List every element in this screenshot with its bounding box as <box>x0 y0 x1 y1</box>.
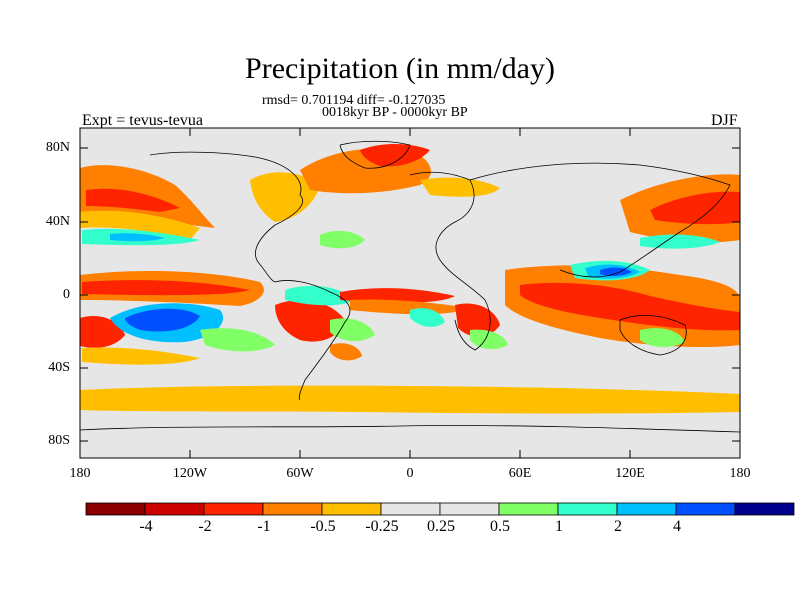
colorbar-label-2: -2 <box>198 518 212 535</box>
colorbar-label-6: 0.25 <box>427 518 455 535</box>
south-pacific-anomaly-red <box>80 315 125 348</box>
x-tick-label-120e: 120E <box>615 466 645 481</box>
colorbar-label-10: 4 <box>673 518 681 535</box>
map-plot-area <box>79 127 741 459</box>
atlantic-green <box>320 230 365 249</box>
x-tick-label-180w: 180 <box>69 466 91 481</box>
south-america-red <box>275 300 345 342</box>
north-america-coast <box>149 151 303 283</box>
north-america-anomaly <box>250 172 320 222</box>
tropical-atlantic-orange <box>350 299 470 315</box>
africa-green <box>470 329 508 350</box>
colorbar-swatch <box>203 502 264 516</box>
season-label: DJF <box>711 112 738 129</box>
colorbar-swatch <box>262 502 323 516</box>
colorbar-label-3: -1 <box>257 518 271 535</box>
south-pacific-blue-core <box>125 308 200 332</box>
y-tick-label-40n: 40N <box>45 214 70 229</box>
colorbar-swatch <box>498 502 559 516</box>
south-pacific-green <box>200 328 275 352</box>
y-tick-label-40s: 40S <box>48 360 70 375</box>
colorbar-swatch <box>557 502 618 516</box>
x-tick-label-180e: 180 <box>729 466 751 481</box>
period-text: 0018kyr BP - 0000kyr BP <box>322 105 468 120</box>
coastlines <box>79 140 741 433</box>
greenland-coast <box>339 140 411 169</box>
colorbar-swatch <box>85 502 146 516</box>
colorbar <box>85 502 795 516</box>
colorbar-label-4: -0.5 <box>310 518 336 535</box>
y-tick-label-80n: 80N <box>45 140 70 155</box>
colorbar-label-1: -4 <box>139 518 153 535</box>
maritime-continent-red <box>520 282 740 331</box>
australia-coast <box>619 315 687 356</box>
y-tick-label-80s: 80S <box>48 433 70 448</box>
colorbar-swatch <box>616 502 677 516</box>
colorbar-swatch <box>734 502 795 516</box>
south-pacific-yellow <box>82 347 200 365</box>
colorbar-swatch <box>380 502 441 516</box>
stats-text: rmsd= 0.701194 diff= -0.127035 <box>262 93 446 108</box>
tropical-pacific-core <box>82 280 250 296</box>
colorbar-label-5: -0.25 <box>365 518 399 535</box>
x-tick-label-120w: 120W <box>172 466 208 481</box>
africa-red <box>455 303 500 337</box>
south-america-cyan <box>285 285 355 306</box>
africa-cyan <box>410 308 445 327</box>
south-america-green <box>330 318 375 342</box>
x-tick-label-60w: 60W <box>286 466 314 481</box>
north-pacific-anomaly-yellow <box>80 210 200 240</box>
experiment-label: Expt = tevus-tevua <box>82 112 203 129</box>
north-pacific-anomaly-core <box>86 188 180 212</box>
colorbar-swatch <box>144 502 205 516</box>
australia-green <box>640 328 685 348</box>
anomaly-field <box>80 144 740 414</box>
greenland-anomaly <box>360 144 430 167</box>
south-america-coast <box>274 280 351 401</box>
y-tick-label-0: 0 <box>63 287 70 302</box>
south-america-orange <box>330 343 362 361</box>
x-tick-label-0: 0 <box>406 466 414 481</box>
x-tick-label-60e: 60E <box>508 466 532 481</box>
colorbar-swatch <box>675 502 736 516</box>
southern-ocean-band <box>80 385 740 414</box>
colorbar-label-8: 1 <box>555 518 563 535</box>
colorbar-label-9: 2 <box>614 518 622 535</box>
north-west-pacific-red <box>650 191 740 225</box>
colorbar-label-7: 0.5 <box>490 518 510 535</box>
asia-coast <box>469 162 731 278</box>
colorbar-swatch <box>321 502 382 516</box>
antarctica-coast <box>79 425 741 433</box>
axis-ticks <box>79 128 741 458</box>
europe-anomaly <box>420 177 500 197</box>
tropical-atlantic-red <box>340 288 455 303</box>
north-pacific-blue <box>110 233 165 242</box>
plot-title: Precipitation (in mm/day) <box>245 52 555 85</box>
colorbar-swatch <box>439 502 500 516</box>
